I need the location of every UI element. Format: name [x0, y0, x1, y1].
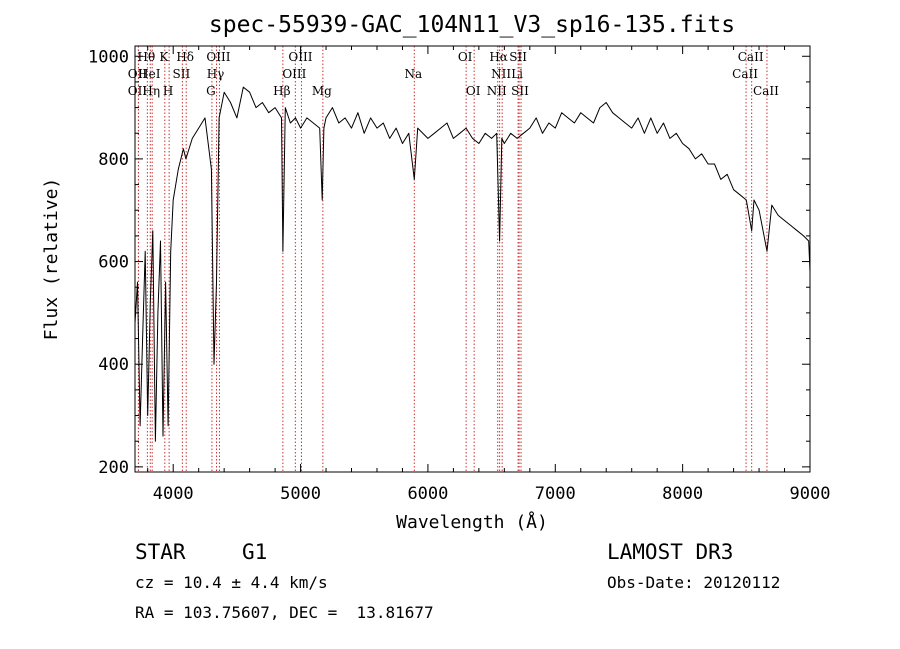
line-label-OII: OII: [128, 67, 148, 81]
y-tick-label-400: 400: [98, 355, 129, 375]
spectrum-chart: spec-55939-GAC_104N11_V3_sp16-135.fits H…: [41, 12, 831, 533]
line-label-Hη: Hη: [142, 84, 160, 98]
spectral-line-markers: [137, 46, 768, 472]
line-label-CaII: CaII: [738, 50, 764, 64]
line-label-CaII: CaII: [753, 84, 779, 98]
line-label-Hθ: Hθ: [138, 50, 156, 64]
line-label-OI: OI: [458, 50, 473, 64]
line-label-SII: SII: [509, 50, 527, 64]
y-tick-label-800: 800: [98, 150, 129, 170]
line-label-OIII: OIII: [206, 50, 230, 64]
observation-date: Obs-Date: 20120112: [607, 573, 781, 592]
line-label-OIII: OIII: [282, 67, 306, 81]
x-axis-label: Wavelength (Å): [396, 511, 548, 533]
line-label-OII: OII: [128, 84, 148, 98]
chart-title: spec-55939-GAC_104N11_V3_sp16-135.fits: [209, 12, 735, 38]
line-label-G: G: [206, 84, 216, 98]
line-label-OIII: OIII: [288, 50, 312, 64]
x-tick-label-8000: 8000: [662, 484, 703, 504]
y-tick-label-200: 200: [98, 458, 129, 478]
line-label-SII: SII: [511, 84, 529, 98]
plot-frame: [134, 45, 811, 473]
line-label-NII: NII: [491, 67, 511, 81]
line-label-Na: Na: [404, 67, 422, 81]
object-subclass: G1: [242, 540, 268, 564]
survey-name: LAMOST DR3: [607, 540, 734, 564]
line-label-K: K: [159, 50, 169, 64]
redshift-value: cz = 10.4 ± 4.4 km/s: [135, 573, 328, 592]
x-axis-ticks: 4000 5000 6000 7000 8000 9000: [147, 46, 831, 504]
line-label-Hβ: Hβ: [273, 84, 290, 98]
line-label-Hδ: Hδ: [176, 50, 194, 64]
y-tick-label-600: 600: [98, 253, 129, 273]
line-label-CaII: CaII: [732, 67, 758, 81]
coordinates: RA = 103.75607, DEC = 13.81677: [135, 603, 434, 622]
y-axis-ticks: 200 400 600 800 1000: [88, 47, 810, 478]
line-label-Mg: Mg: [312, 84, 332, 98]
y-tick-label-1000: 1000: [88, 47, 129, 67]
x-tick-label-5000: 5000: [280, 484, 321, 504]
y-axis-label: Flux (relative): [41, 178, 62, 341]
line-label-Hγ: Hγ: [207, 67, 225, 81]
line-label-Hα: Hα: [489, 50, 508, 64]
x-tick-label-4000: 4000: [153, 484, 194, 504]
line-label-SII: SII: [173, 67, 191, 81]
line-label-NII: NII: [487, 84, 507, 98]
spectrum-series: [134, 86, 811, 442]
line-label-Li: Li: [511, 67, 523, 81]
object-class: STAR: [135, 540, 186, 564]
line-label-HeI: HeI: [138, 67, 161, 81]
x-tick-label-9000: 9000: [790, 484, 831, 504]
line-label-H: H: [163, 84, 173, 98]
x-tick-label-7000: 7000: [535, 484, 576, 504]
series-spectrum: [134, 86, 811, 442]
line-label-OI: OI: [466, 84, 481, 98]
x-tick-label-6000: 6000: [407, 484, 448, 504]
